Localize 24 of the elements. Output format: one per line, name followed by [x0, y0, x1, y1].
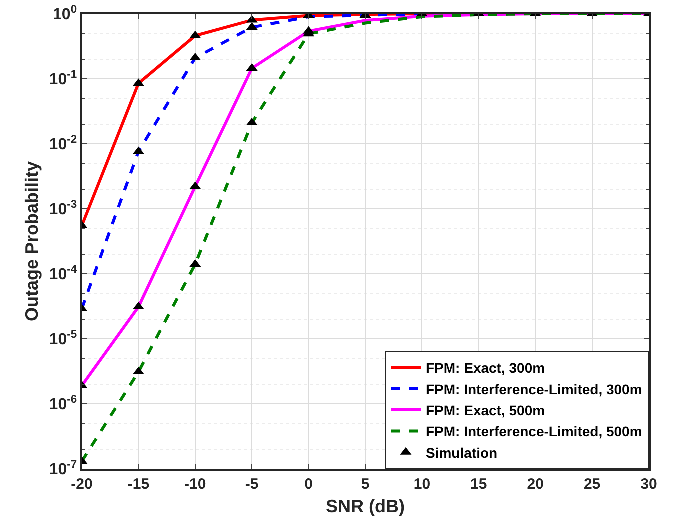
legend-label: FPM: Interference-Limited, 500m: [426, 424, 642, 440]
x-tick-label: -5: [245, 476, 259, 493]
x-tick-label: 25: [584, 476, 601, 493]
x-tick-label: 0: [304, 476, 313, 493]
y-tick-label: 10$^{0}$: [53, 4, 78, 24]
x-tick-label: -15: [128, 476, 150, 493]
legend-label: Simulation: [426, 444, 498, 461]
x-tick-label: 20: [527, 476, 544, 493]
y-tick-label: 10$^{-1}$: [49, 68, 78, 89]
x-tick-label: -10: [184, 476, 206, 493]
legend-label: FPM: Exact, 500m: [426, 402, 546, 418]
legend-label: FPM: Interference-Limited, 300m: [426, 381, 642, 398]
y-tick-label: 10$^{-3}$: [49, 198, 78, 219]
x-axis-title: SNR (dB): [326, 496, 405, 516]
x-tick-label: 10: [414, 476, 431, 493]
legend-label: FPM: Exact, 300m: [426, 360, 546, 376]
y-tick-label: 10$^{-5}$: [49, 328, 78, 349]
y-tick-label: 10$^{-4}$: [49, 264, 78, 284]
x-tick-label: 5: [361, 476, 370, 493]
y-tick-label: 10$^{-6}$: [49, 394, 78, 414]
x-tick-label: 15: [470, 476, 488, 493]
y-tick-label: 10$^{-2}$: [49, 134, 78, 154]
x-tick-label: 30: [640, 476, 658, 493]
y-axis-title: Outage Probability: [22, 161, 42, 322]
